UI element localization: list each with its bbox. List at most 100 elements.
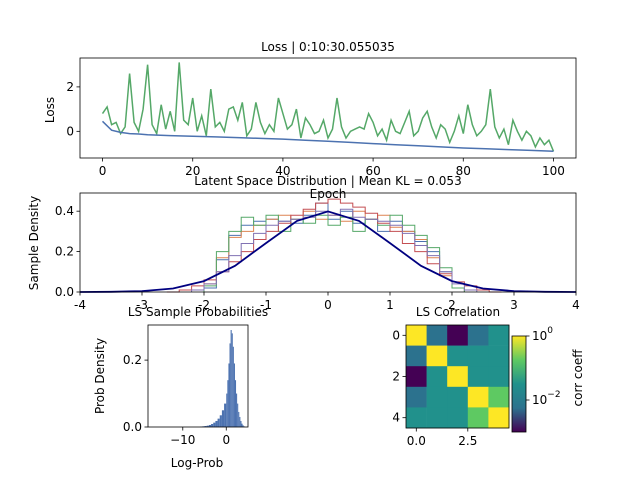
sample-density-y-axis-label: Sample Density [27, 196, 41, 290]
loss-x-tick-label: 20 [185, 164, 200, 178]
loss-chart-title: Loss | 0:10:30.055035 [261, 40, 395, 54]
correlation-heatmap-cell [447, 366, 469, 388]
correlation-heatmap-cell [488, 366, 510, 388]
colorbar-label: corr coeff [571, 349, 585, 407]
sample-prob-y-tick-label: 0.0 [123, 420, 142, 434]
latent-x-tick-label: 4 [572, 298, 580, 312]
latent-x-tick-label: -3 [136, 298, 148, 312]
log-prob-histogram-bar [237, 403, 239, 427]
loss-series-line [101, 62, 555, 152]
loss-y-axis-label: Loss [43, 97, 57, 123]
correlation-heatmap-cell [467, 345, 489, 367]
correlation-heatmap-cell [488, 325, 510, 346]
latent-y-tick-label: 0.2 [55, 245, 74, 259]
heatmap-x-tick-label: 0.0 [407, 434, 426, 448]
correlation-heatmap-cell [406, 325, 427, 346]
correlation-heatmap-cell [447, 325, 469, 346]
colorbar-tick-label: 100 [532, 326, 553, 343]
colorbar-tick-label: 10−2 [532, 390, 561, 407]
correlation-heatmap-cell [406, 386, 427, 408]
log-prob-histogram-bar [242, 425, 244, 427]
log-prob-histogram-bar [226, 393, 228, 427]
correlation-heatmap-cell [488, 386, 510, 408]
loss-x-axis-label: Epoch [310, 187, 347, 201]
loss-chart: Loss | 0:10:30.055035 Epoch Loss 0 20 40 60… [43, 40, 577, 201]
prob-density-y-axis-label: Prob Density [93, 338, 107, 414]
correlation-heatmap-cell [467, 325, 489, 346]
correlation-heatmap-cell [467, 386, 489, 408]
log-prob-histogram-bar [232, 346, 234, 427]
latent-histogram-outline [191, 208, 478, 292]
log-prob-histogram-bar [227, 380, 229, 427]
sample-prob-plot-frame [147, 324, 249, 428]
log-prob-x-axis-label: Log-Prob [171, 456, 223, 470]
sample-probabilities-chart: LS Sample Probabilities Log-Prob Prob De… [93, 305, 268, 470]
correlation-heatmap-cell [426, 407, 448, 429]
latent-y-tick-label: 0.0 [55, 285, 74, 299]
log-prob-histogram-bar [230, 330, 232, 427]
loss-y-tick-label: 0 [66, 124, 74, 138]
latent-x-tick-label: 3 [510, 298, 518, 312]
correlation-heatmap-cell [426, 366, 448, 388]
latent-histogram-outline [203, 214, 465, 292]
latent-distribution-title: Latent Space Distribution | Mean KL = 0.… [194, 174, 461, 188]
colorbar [511, 335, 527, 433]
log-prob-histogram-bar [215, 420, 218, 427]
correlation-heatmap-cell [406, 407, 427, 429]
latent-x-tick-label: -2 [198, 298, 210, 312]
loss-x-tick-label: 80 [456, 164, 471, 178]
latent-x-tick-label: -1 [260, 298, 272, 312]
normal-distribution-curve [79, 210, 577, 293]
ls-correlation-title: LS Correlation [416, 305, 500, 319]
correlation-heatmap-cell [467, 407, 489, 429]
latent-histogram-outline [203, 202, 465, 292]
loss-x-tick-label: 100 [542, 164, 565, 178]
loss-x-tick-label: 60 [365, 164, 380, 178]
latent-distribution-chart: Latent Space Distribution | Mean KL = 0.… [27, 174, 580, 312]
correlation-heatmap-cell [426, 325, 448, 346]
latent-y-tick-label: 0.4 [55, 204, 74, 218]
correlation-heatmap-cell [488, 407, 510, 429]
loss-y-tick-label: 2 [66, 80, 74, 94]
correlation-heatmap-cell [447, 386, 469, 408]
loss-x-tick-label: 40 [275, 164, 290, 178]
correlation-heatmap-cell [447, 345, 469, 367]
log-prob-histogram-bar [240, 420, 242, 427]
log-prob-histogram-bar [206, 425, 209, 427]
log-prob-histogram-bar [221, 410, 225, 427]
latent-x-tick-label: 0 [324, 298, 332, 312]
correlation-heatmap-cell [426, 386, 448, 408]
latent-x-tick-label: 1 [386, 298, 394, 312]
log-prob-histogram-bar [241, 423, 243, 427]
correlation-heatmap-cell [406, 366, 427, 388]
heatmap-y-tick-label: 0 [392, 328, 400, 342]
latent-x-tick-label: -4 [74, 298, 86, 312]
log-prob-histogram-bar [234, 380, 237, 427]
log-prob-histogram-bar [217, 418, 220, 427]
log-prob-histogram-bar [233, 363, 235, 427]
log-prob-histogram-bar [238, 411, 240, 427]
ls-correlation-chart: LS Correlation corr coeff 0.0 2.5 0 2 4 100 10… [392, 305, 585, 448]
log-prob-histogram-bar [219, 415, 222, 427]
sample-probabilities-title: LS Sample Probabilities [128, 305, 268, 319]
heatmap-x-tick-label: 2.5 [458, 434, 477, 448]
log-prob-histogram-bar [229, 343, 231, 427]
sample-prob-x-tick-label: 0 [222, 433, 230, 447]
log-prob-histogram-bar [231, 333, 233, 427]
log-prob-histogram-bar [239, 416, 241, 427]
log-prob-histogram-bar [204, 426, 207, 427]
loss-series-line [101, 120, 554, 153]
correlation-heatmap-cell [426, 345, 448, 367]
log-prob-histogram-bar [208, 424, 212, 427]
sample-prob-y-tick-label: 0.2 [123, 353, 142, 367]
correlation-heatmap-cell [447, 407, 469, 429]
correlation-heatmap-cell [406, 345, 427, 367]
loss-plot-frame [79, 57, 577, 159]
log-prob-histogram-bar [211, 423, 214, 427]
correlation-heatmap-cell [488, 345, 510, 367]
log-prob-histogram-bar [236, 393, 238, 427]
log-prob-histogram-bar [228, 363, 230, 427]
log-prob-histogram-bar [213, 422, 216, 427]
